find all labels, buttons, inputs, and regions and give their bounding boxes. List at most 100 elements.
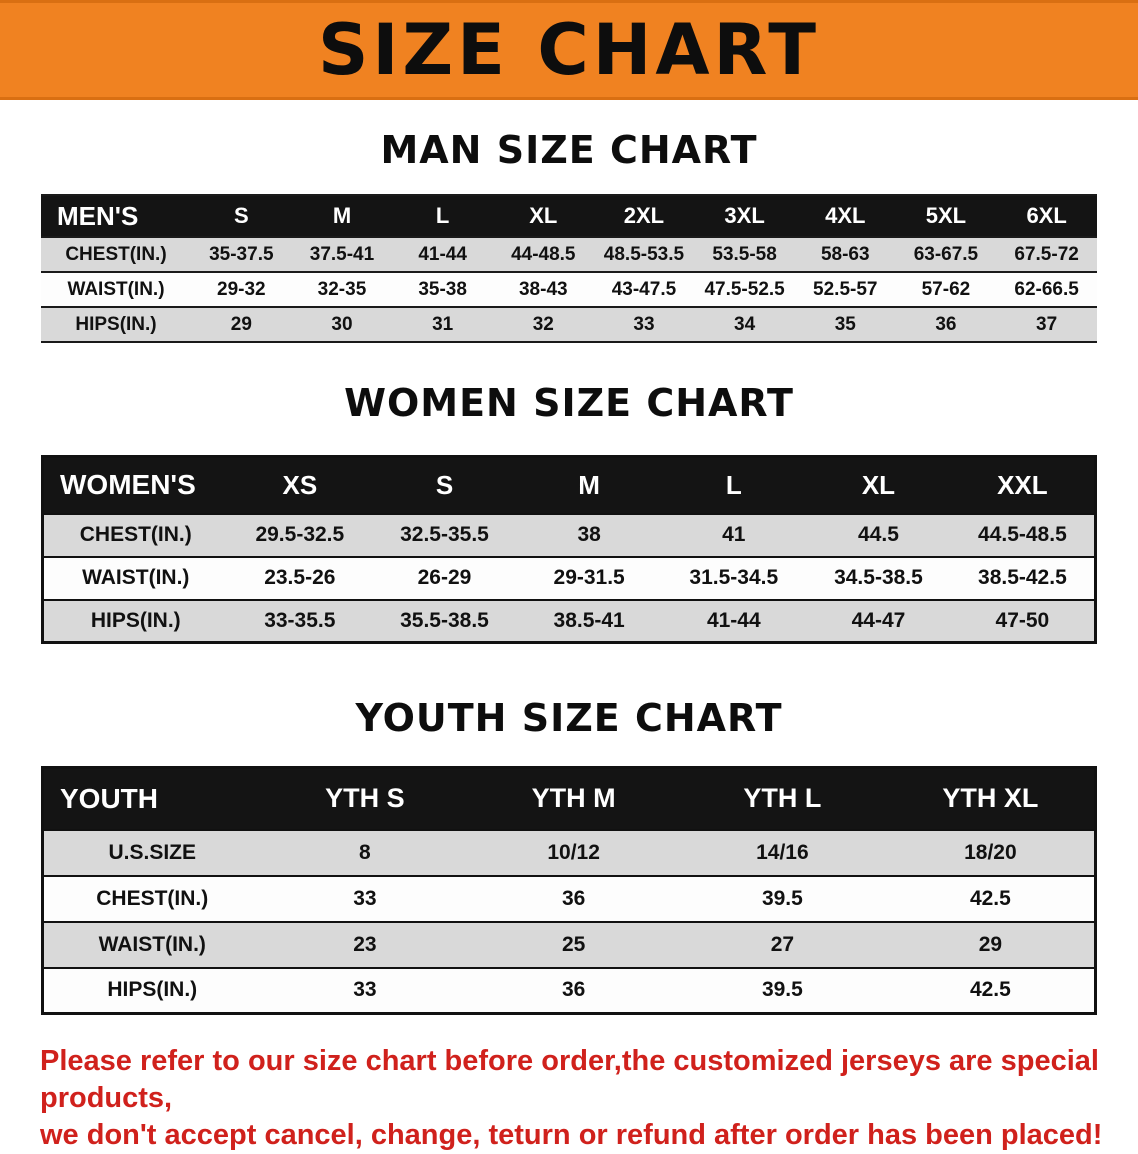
size-value: 42.5 [969, 978, 1011, 1002]
table-row: WAIST(IN.) 23 25 27 29 [42, 921, 1096, 968]
size-value: 36 [935, 313, 957, 335]
size-value: 29 [978, 932, 1003, 956]
row-label: CHEST(IN.) [96, 886, 209, 910]
size-value: 18/20 [964, 840, 1017, 864]
size-value: 27 [770, 932, 795, 956]
size-value: 53.5-58 [712, 243, 777, 265]
size-header-cell: S [435, 469, 454, 500]
size-value: 36 [561, 978, 586, 1002]
size-value: 39.5 [761, 978, 803, 1002]
size-value: 58-63 [820, 243, 870, 265]
size-value: 29-32 [217, 278, 266, 300]
size-value: 30 [331, 313, 353, 335]
row-label: CHEST(IN.) [65, 243, 167, 265]
disclaimer-line-1: Please refer to our size chart before or… [40, 1045, 1099, 1115]
size-value: 14/16 [756, 840, 809, 864]
row-label: WAIST(IN.) [98, 932, 206, 956]
row-label: U.S.SIZE [108, 840, 197, 864]
size-value: 38-43 [518, 278, 568, 300]
size-value: 32.5-35.5 [400, 523, 489, 546]
size-value: 8 [359, 840, 371, 864]
size-header-cell: 5XL [925, 203, 967, 228]
size-value: 26-29 [417, 566, 472, 589]
size-value: 37.5-41 [309, 243, 375, 265]
row-label: CHEST(IN.) [79, 523, 192, 546]
size-header-cell: YTH M [531, 783, 616, 814]
size-header-cell: XL [861, 469, 896, 500]
size-header-cell: M [332, 203, 352, 228]
size-value: 35.5-38.5 [400, 608, 489, 632]
size-value: 31.5-34.5 [689, 566, 779, 589]
men-size-table: MEN'S S M L XL 2XL 3XL 4XL 5XL 6XL CHEST(IN.) 35-37… [41, 194, 1097, 343]
size-value: 23 [353, 932, 377, 956]
size-header-cell: 2XL [623, 203, 665, 228]
size-value: 57-62 [921, 278, 971, 300]
size-header-cell: XS [282, 469, 318, 500]
size-header-cell: L [725, 469, 742, 500]
size-value: 35-38 [418, 278, 467, 300]
size-value: 38.5-42.5 [978, 566, 1067, 589]
size-value: 25 [561, 932, 586, 956]
table-row: U.S.SIZE 8 10/12 14/16 18/20 [42, 829, 1096, 876]
table-row: WAIST(IN.) 29-32 32-35 35-38 38-43 43-47.5 47.… [41, 272, 1097, 307]
size-value: 38.5-41 [553, 608, 625, 632]
table-row: CHEST(IN.) 29.5-32.5 32.5-35.5 38 41 44.5 44.5… [42, 513, 1096, 557]
size-header-cell: M [578, 469, 600, 500]
size-value: 31 [432, 313, 454, 335]
men-size-chart-section: MAN SIZE CHART MEN'S S M L XL 2XL 3XL 4XL 5XL 6XL… [0, 128, 1138, 343]
size-header-cell: S [233, 203, 249, 228]
men-chart-heading: MAN SIZE CHART [380, 128, 758, 172]
page-title: SIZE CHART [317, 9, 821, 91]
table-header-row: WOMEN'S XS S M L XL XXL [42, 456, 1096, 514]
size-value: 33-35.5 [264, 608, 336, 632]
size-value: 41-44 [418, 243, 467, 265]
table-row: HIPS(IN.) 33-35.5 35.5-38.5 38.5-41 41-44 44-… [42, 599, 1096, 643]
size-value: 29.5-32.5 [255, 523, 345, 546]
size-value: 33 [633, 313, 655, 335]
size-value: 34 [734, 313, 756, 335]
row-label: HIPS(IN.) [107, 978, 198, 1002]
size-value: 36 [561, 886, 586, 910]
row-label: HIPS(IN.) [90, 608, 181, 632]
size-value: 48.5-53.5 [603, 243, 685, 265]
women-size-chart-section: WOMEN SIZE CHART WOMEN'S XS S M L XL XXL CHEST(… [0, 381, 1138, 644]
row-label: WAIST(IN.) [82, 566, 190, 589]
youth-size-table: YOUTH YTH S YTH M YTH L YTH XL U.S.SIZE 8 10/12… [41, 766, 1097, 1015]
banner: SIZE CHART [0, 0, 1138, 100]
disclaimer-line-2: we don't accept cancel, change, teturn o… [40, 1119, 1103, 1152]
chart-sections: MAN SIZE CHART MEN'S S M L XL 2XL 3XL 4XL 5XL 6XL… [0, 128, 1138, 1015]
table-row: HIPS(IN.) 33 36 39.5 42.5 [42, 967, 1096, 1014]
size-value: 44-47 [851, 608, 906, 632]
table-title-cell: WOMEN'S [60, 469, 196, 501]
size-header-cell: 4XL [825, 203, 866, 228]
table-title-cell: MEN'S [57, 200, 139, 231]
size-header-cell: XXL [997, 469, 1048, 500]
table-row: WAIST(IN.) 23.5-26 26-29 29-31.5 31.5-34.5 34… [42, 556, 1096, 600]
size-header-cell: 6XL [1026, 203, 1067, 228]
disclaimer: Please refer to our size chart before or… [40, 1043, 1118, 1154]
table-header-row: MEN'S S M L XL 2XL 3XL 4XL 5XL 6XL [41, 195, 1097, 237]
women-chart-heading: WOMEN SIZE CHART [344, 381, 794, 425]
size-value: 44.5 [858, 523, 899, 546]
youth-chart-heading: YOUTH SIZE CHART [355, 696, 783, 740]
size-value: 38 [577, 523, 601, 546]
size-value: 63-67.5 [913, 243, 979, 265]
table-row: CHEST(IN.) 35-37.5 37.5-41 41-44 44-48.5 48.5… [41, 237, 1097, 272]
size-value: 34.5-38.5 [834, 566, 923, 589]
table-header-row: YOUTH YTH S YTH M YTH L YTH XL [42, 767, 1096, 830]
size-value: 42.5 [969, 886, 1011, 910]
size-value: 23.5-26 [264, 566, 336, 589]
table-row: CHEST(IN.) 33 36 39.5 42.5 [42, 875, 1096, 922]
size-header-cell: XL [529, 203, 558, 228]
size-header-cell: 3XL [724, 203, 765, 228]
size-value: 47-50 [995, 608, 1050, 632]
table-title-cell: YOUTH [60, 782, 158, 814]
size-header-cell: YTH XL [942, 783, 1039, 814]
size-value: 52.5-57 [813, 278, 878, 300]
size-value: 62-66.5 [1014, 278, 1079, 300]
table-row: HIPS(IN.) 29 30 31 32 33 34 35 36 37 [41, 307, 1097, 342]
size-value: 35 [834, 313, 856, 335]
size-value: 33 [353, 978, 377, 1002]
size-value: 33 [353, 886, 377, 910]
